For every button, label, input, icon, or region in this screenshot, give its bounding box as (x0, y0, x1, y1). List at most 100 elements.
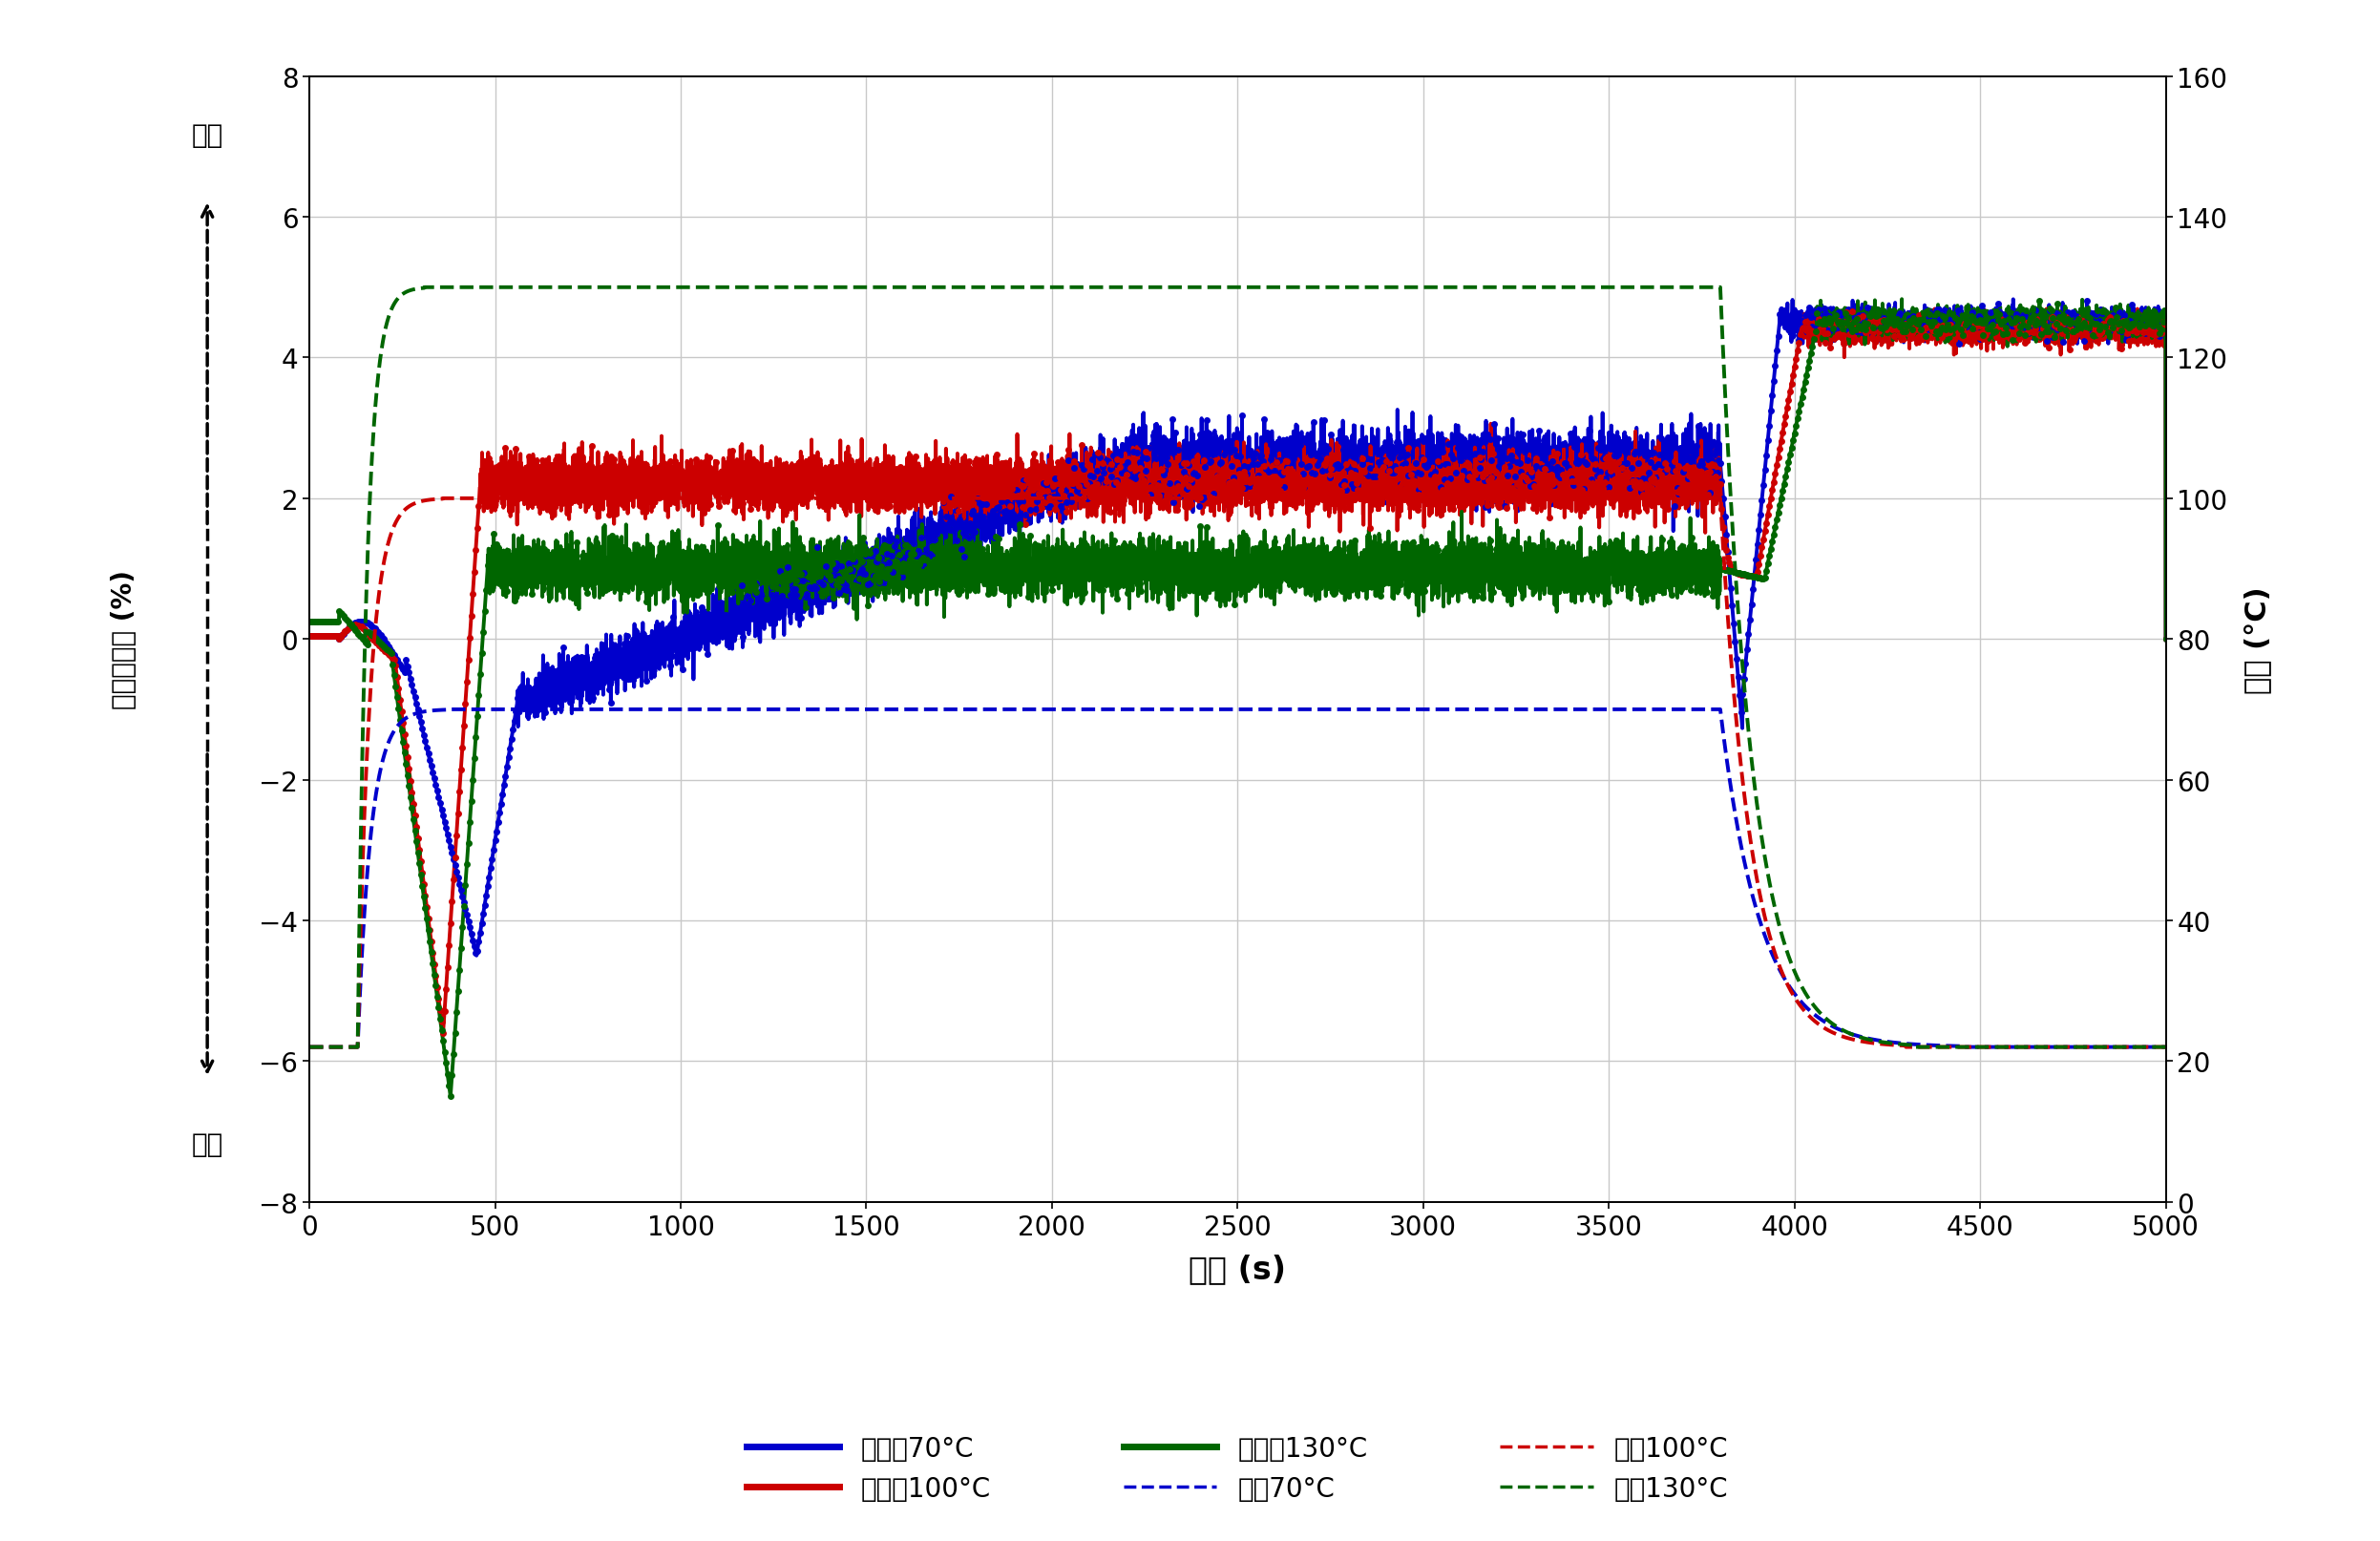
Point (2121, 319, 2159, 344)
Point (695, 564, 733, 589)
Point (593, 652, 631, 676)
Point (781, 546, 819, 570)
Point (1911, 313, 1949, 337)
Point (369, 638, 407, 663)
Point (407, 883, 445, 908)
Point (343, 610, 381, 635)
Point (1042, 559, 1081, 584)
Point (1447, 559, 1485, 584)
Point (402, 710, 440, 735)
Point (1264, 561, 1302, 586)
Point (950, 559, 988, 584)
Point (2137, 316, 2175, 341)
Point (921, 478, 959, 502)
Point (1599, 462, 1637, 487)
Point (633, 640, 671, 664)
Point (1269, 456, 1307, 481)
Point (2144, 310, 2182, 334)
Point (1583, 438, 1621, 462)
Point (1457, 441, 1495, 465)
Point (1742, 536, 1780, 561)
Point (1935, 308, 1973, 333)
Point (557, 646, 595, 670)
Point (1007, 502, 1045, 527)
Point (526, 456, 564, 481)
Point (2109, 330, 2147, 354)
Point (1121, 572, 1159, 596)
Point (862, 459, 900, 484)
Point (1459, 479, 1497, 504)
Point (1288, 552, 1326, 576)
Point (1737, 561, 1775, 586)
Point (1164, 447, 1202, 472)
Point (2147, 627, 2185, 652)
Point (971, 470, 1009, 495)
Point (1830, 322, 1868, 347)
Point (519, 690, 557, 715)
Point (490, 746, 528, 770)
Point (2094, 316, 2132, 341)
Point (488, 468, 526, 493)
Point (1216, 555, 1254, 579)
Point (1747, 519, 1785, 544)
Point (1590, 475, 1628, 499)
Point (947, 513, 985, 538)
Point (621, 653, 659, 678)
Point (793, 576, 831, 601)
Point (1844, 305, 1883, 330)
Point (333, 615, 371, 640)
Point (1849, 304, 1887, 328)
Point (1611, 476, 1649, 501)
Point (2035, 305, 2073, 330)
Point (1990, 308, 2028, 333)
Point (1242, 538, 1280, 562)
Point (850, 490, 888, 515)
Point (1749, 413, 1787, 438)
Point (1128, 476, 1166, 501)
Point (1354, 536, 1392, 561)
Point (928, 576, 966, 601)
Point (807, 539, 845, 564)
Point (685, 607, 724, 632)
Point (1121, 456, 1159, 481)
Point (455, 582, 493, 607)
Point (978, 552, 1016, 576)
Point (1999, 321, 2037, 345)
Point (1473, 579, 1511, 604)
Point (802, 570, 840, 595)
Point (1564, 576, 1602, 601)
Point (2132, 321, 2171, 345)
Point (1935, 314, 1973, 339)
Point (1468, 422, 1507, 447)
Point (312, 610, 350, 635)
Point (900, 539, 938, 564)
Point (1257, 450, 1295, 475)
Point (1169, 436, 1207, 461)
Point (2111, 314, 2149, 339)
Point (1747, 444, 1785, 468)
Point (1609, 564, 1647, 589)
Point (1647, 452, 1685, 476)
Point (1571, 419, 1609, 444)
Point (447, 897, 486, 922)
Point (959, 492, 997, 516)
Point (1699, 461, 1737, 485)
Point (1135, 438, 1173, 462)
Point (367, 635, 405, 660)
Point (1290, 564, 1328, 589)
Point (447, 692, 486, 717)
Point (2097, 311, 2135, 336)
Point (1449, 530, 1488, 555)
Point (983, 452, 1021, 476)
Point (295, 624, 333, 649)
Point (843, 456, 881, 481)
Point (1959, 310, 1997, 334)
Point (440, 780, 478, 804)
Point (1833, 299, 1871, 324)
Point (888, 541, 926, 566)
Point (457, 538, 495, 562)
Point (1126, 562, 1164, 587)
Point (1247, 456, 1285, 481)
Point (1142, 475, 1180, 499)
Point (969, 459, 1007, 484)
